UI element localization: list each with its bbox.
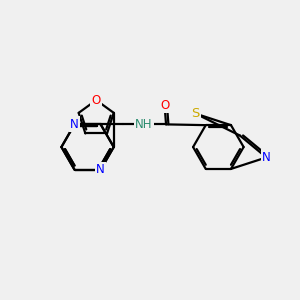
Text: N: N <box>70 118 79 131</box>
Text: NH: NH <box>135 118 152 131</box>
Text: O: O <box>92 94 101 106</box>
Text: N: N <box>262 151 271 164</box>
Text: S: S <box>191 107 200 120</box>
Text: N: N <box>96 163 105 176</box>
Text: O: O <box>160 99 169 112</box>
